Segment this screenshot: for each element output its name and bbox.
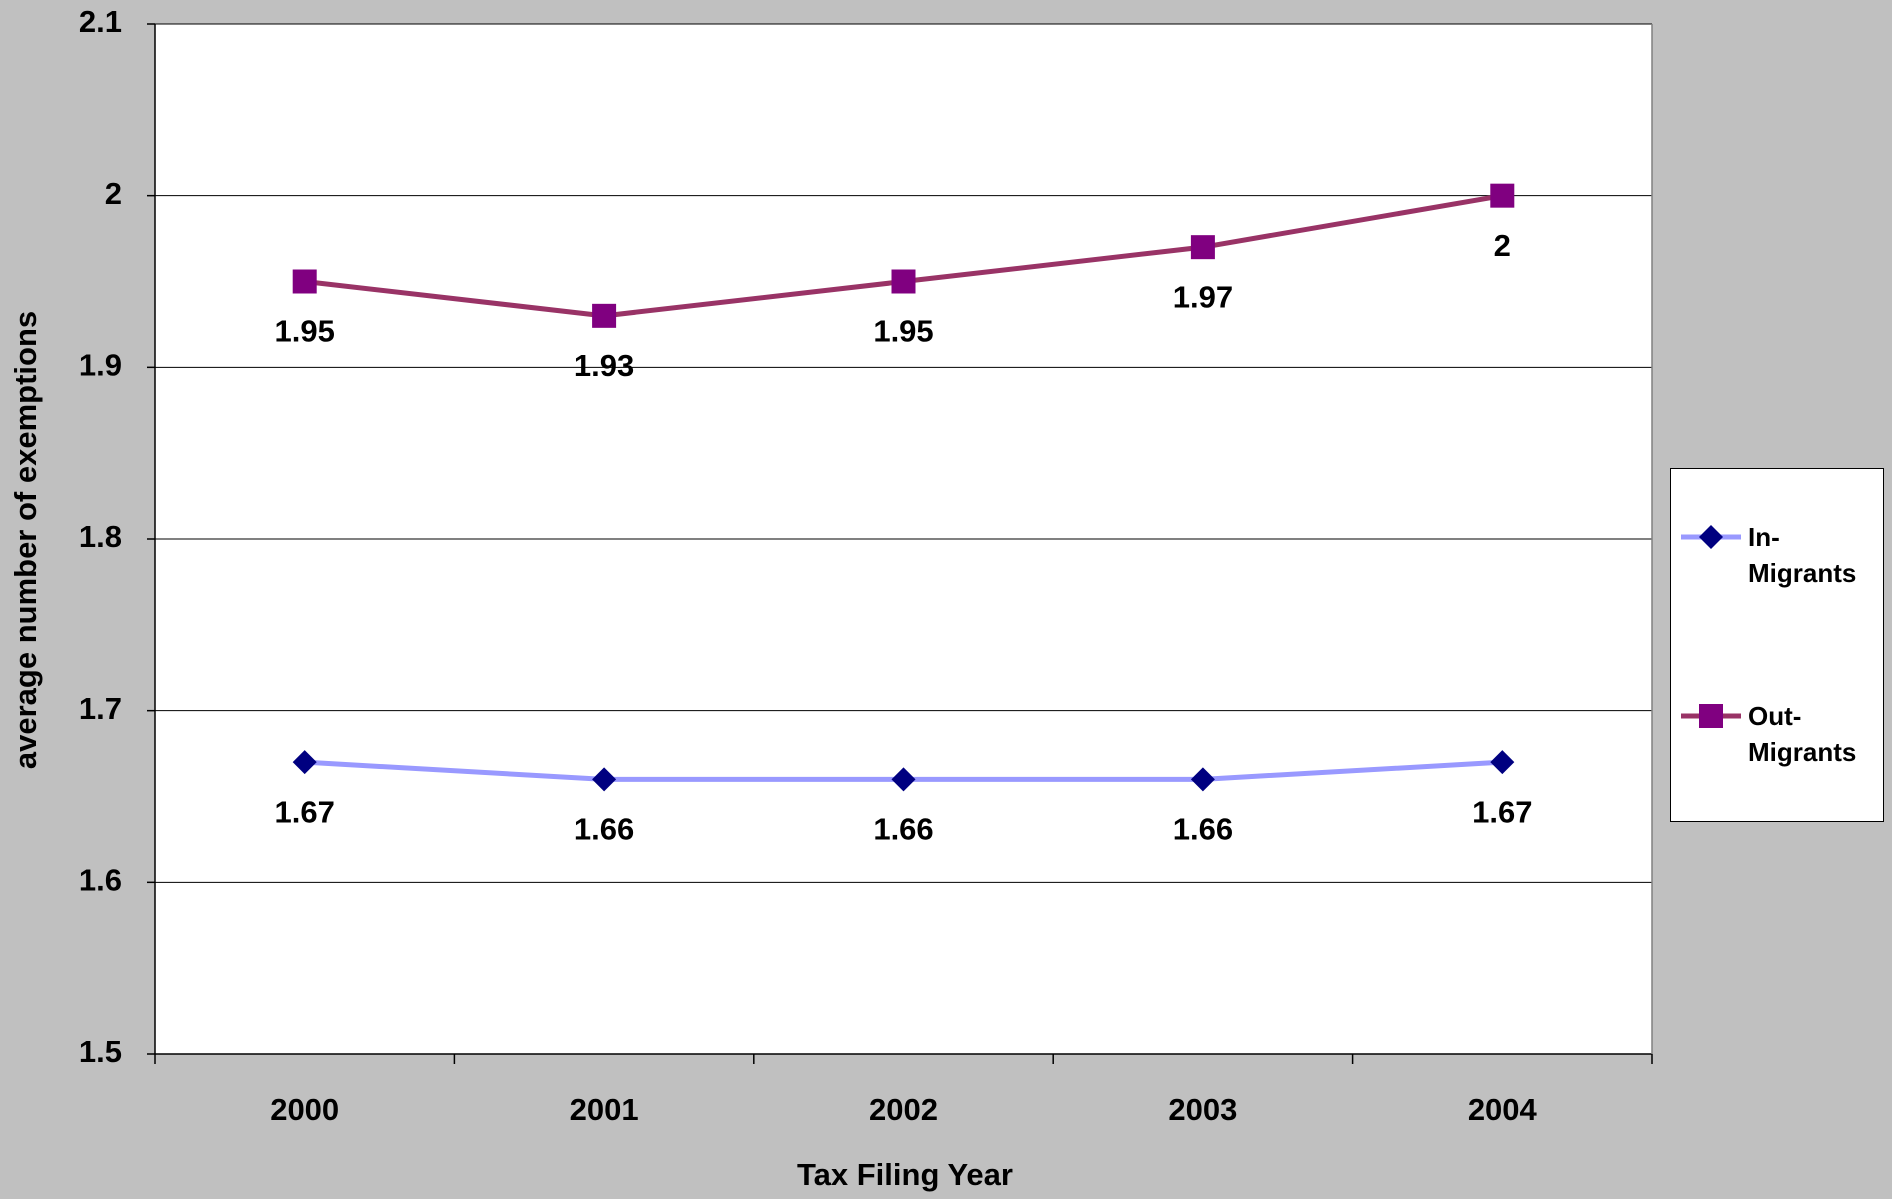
y-tick-label: 1.5 [79,1034,122,1069]
legend-swatches [1681,525,1741,728]
y-tick-label: 2.1 [79,4,122,39]
y-tick-label: 2 [105,176,122,211]
y-tick-label: 1.9 [79,348,122,383]
data-point [592,303,617,328]
y-axis-title: average number of exemptions [8,311,43,769]
x-tick-label: 2000 [270,1092,339,1127]
x-tick-label: 2003 [1168,1092,1237,1127]
data-point [1190,767,1215,792]
legend-label: Out-Migrants [1748,701,1857,767]
data-point [292,750,317,775]
data-label: 1.67 [1472,794,1532,829]
legend: In-Migrants Out-Migrants [1670,468,1884,822]
data-label: 1.95 [873,314,933,349]
data-label: 1.66 [1173,812,1233,847]
legend-swatch-marker [1699,704,1723,728]
legend-label: In-Migrants [1748,522,1857,588]
data-label: 1.97 [1173,279,1233,314]
legend-swatch-marker [1699,525,1723,549]
data-point [1190,235,1215,260]
data-point [592,767,617,792]
data-label: 1.95 [275,314,335,349]
data-label: 1.66 [873,812,933,847]
x-axis-title: Tax Filing Year [797,1157,1013,1192]
data-point [1490,183,1515,208]
data-label: 2 [1494,228,1511,263]
y-tick-label: 1.6 [79,863,122,898]
x-tick-label: 2004 [1468,1092,1538,1127]
data-label: 1.93 [574,348,634,383]
y-tick-label: 1.8 [79,519,122,554]
x-tick-label: 2002 [869,1092,938,1127]
data-point [891,767,916,792]
data-point [891,269,916,294]
data-label: 1.66 [574,812,634,847]
x-tick-label: 2001 [570,1092,639,1127]
data-point [1490,750,1515,775]
y-tick-label: 1.7 [79,691,122,726]
data-point [292,269,317,294]
data-label: 1.67 [275,794,335,829]
